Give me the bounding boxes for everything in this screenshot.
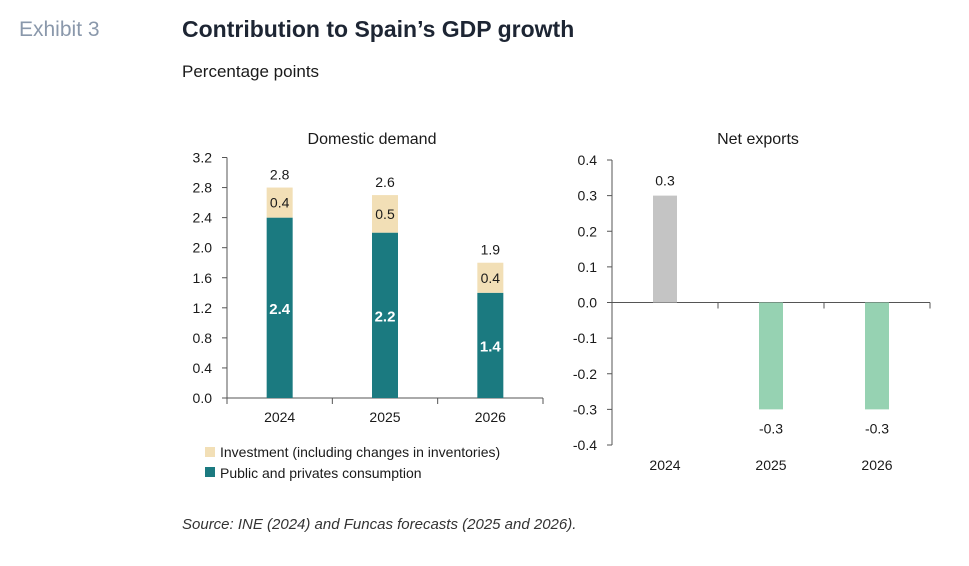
bar-net-exports-2025 [759, 302, 783, 410]
label-investment-2024: 0.4 [270, 195, 290, 211]
bar-investment-2024 [266, 187, 293, 218]
label-consumption-2024: 2.4 [269, 301, 291, 318]
left-y-tick-label: 0.4 [193, 360, 213, 376]
label-total-2026: 1.9 [481, 242, 501, 258]
bar-consumption-2025 [372, 232, 398, 398]
page-title: Contribution to Spain’s GDP growth [182, 16, 575, 42]
right-x-tick-label-2024: 2024 [649, 457, 680, 473]
label-investment-2025: 0.5 [375, 206, 395, 222]
bar-consumption-2026 [477, 292, 504, 398]
left-y-tick-label: 1.6 [193, 270, 213, 286]
bar-investment-2026 [477, 262, 504, 293]
domestic-demand-chart: Domestic demand 0.0 0.4 0.8 1.2 1.6 2.0 2.4 2.8… [193, 131, 544, 425]
right-y-tick-label: 0.0 [578, 295, 598, 311]
page-subtitle: Percentage points [182, 62, 320, 81]
exhibit-label: Exhibit 3 [19, 18, 100, 41]
net-exports-title: Net exports [717, 131, 799, 148]
source-note: Source: INE (2024) and Funcas forecasts … [182, 516, 577, 533]
domestic-demand-title: Domestic demand [308, 131, 437, 148]
net-exports-chart: Net exports 0.4 0.3 0.2 0.1 0.0 -0.1 -0.2 -0.3 -… [573, 131, 931, 473]
left-y-tick-label: 2.0 [193, 240, 213, 256]
right-y-tick-label: 0.3 [578, 188, 598, 204]
right-x-tick-label-2025: 2025 [755, 457, 786, 473]
right-x-tick-label-2026: 2026 [861, 457, 892, 473]
label-net-exports-2025: -0.3 [759, 420, 783, 436]
label-total-2024: 2.8 [270, 167, 290, 183]
label-consumption-2025: 2.2 [375, 308, 396, 325]
right-y-tick-label: 0.4 [578, 152, 598, 168]
right-y-tick-label: -0.2 [573, 366, 597, 382]
right-y-tick-label: 0.1 [578, 259, 598, 275]
right-y-tick-label: 0.2 [578, 223, 598, 239]
left-y-tick-label: 0.8 [193, 330, 213, 346]
left-x-tick-label-2026: 2026 [475, 409, 506, 425]
right-y-tick-label: -0.3 [573, 401, 597, 417]
label-total-2025: 2.6 [375, 174, 395, 190]
bar-net-exports-2024 [653, 195, 677, 303]
left-y-tick-label: 0.0 [193, 390, 213, 406]
label-investment-2026: 0.4 [481, 270, 501, 286]
left-x-tick-label-2024: 2024 [264, 409, 295, 425]
legend: Investment (including changes in invento… [205, 444, 500, 481]
left-y-tick-label: 1.2 [193, 300, 213, 316]
legend-swatch-investment [205, 447, 215, 457]
legend-label-consumption: Public and privates consumption [220, 465, 422, 481]
right-y-tick-label: -0.4 [573, 437, 597, 453]
bar-consumption-2024 [266, 217, 293, 398]
label-net-exports-2024: 0.3 [655, 173, 675, 189]
label-consumption-2026: 1.4 [480, 338, 502, 355]
legend-label-investment: Investment (including changes in invento… [220, 444, 500, 460]
left-y-tick-label: 2.4 [193, 210, 213, 226]
legend-swatch-consumption [205, 467, 215, 477]
label-net-exports-2026: -0.3 [865, 420, 889, 436]
bar-net-exports-2026 [865, 302, 889, 410]
left-y-tick-label: 3.2 [193, 150, 213, 166]
left-y-tick-label: 2.8 [193, 180, 213, 196]
right-y-tick-label: -0.1 [573, 330, 597, 346]
left-x-tick-label-2025: 2025 [369, 409, 400, 425]
bar-investment-2025 [372, 195, 398, 233]
